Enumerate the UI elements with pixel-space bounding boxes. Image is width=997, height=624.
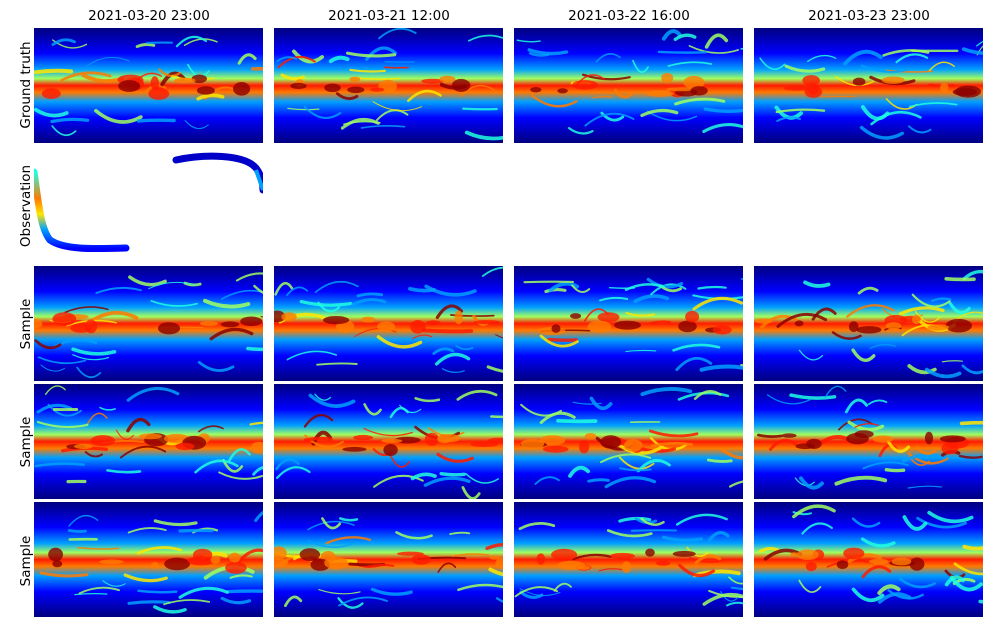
field-panel-r3-c4 (754, 266, 983, 381)
observation-track-right (172, 152, 267, 194)
field-panel-r1-c3 (514, 28, 743, 143)
row-label-sample-1: Sample (18, 298, 34, 350)
observation-panel (30, 148, 267, 263)
field-panel-r5-c4 (754, 502, 983, 617)
field-panel-r4-c1 (34, 384, 263, 499)
observation-track-left (30, 168, 130, 253)
field-panel-r5-c1 (34, 502, 263, 617)
field-panel-r3-c3 (514, 266, 743, 381)
field-panel-r4-c4 (754, 384, 983, 499)
row-label-observation: Observation (18, 164, 34, 248)
field-panel-r1-c1 (34, 28, 263, 143)
column-title-1: 2021-03-20 23:00 (88, 8, 210, 24)
row-label-sample-3: Sample (18, 535, 34, 587)
column-title-2: 2021-03-21 12:00 (328, 8, 450, 24)
field-panel-r5-c3 (514, 502, 743, 617)
field-panel-r3-c1 (34, 266, 263, 381)
field-panel-r4-c3 (514, 384, 743, 499)
field-panel-r1-c2 (274, 28, 503, 143)
column-title-3: 2021-03-22 16:00 (568, 8, 690, 24)
row-label-sample-2: Sample (18, 416, 34, 468)
row-label-ground-truth: Ground truth (18, 41, 34, 129)
field-panel-r4-c2 (274, 384, 503, 499)
field-panel-r5-c2 (274, 502, 503, 617)
field-panel-r1-c4 (754, 28, 983, 143)
column-title-4: 2021-03-23 23:00 (808, 8, 930, 24)
field-panel-r3-c2 (274, 266, 503, 381)
